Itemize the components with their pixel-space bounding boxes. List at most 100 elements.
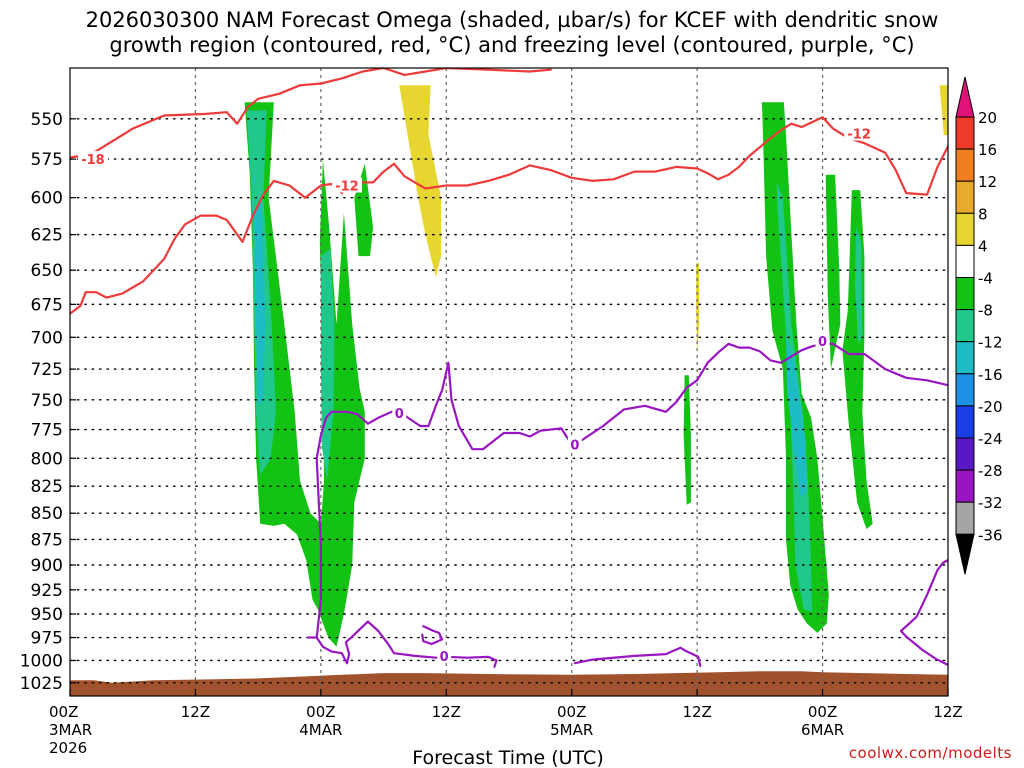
purple-low-left: [315, 620, 498, 668]
red-contour-minus18: [70, 68, 552, 159]
colorbar-bin-9: [955, 373, 975, 407]
y-tick-label-600: 600: [31, 189, 63, 209]
x-tick-label-12-l1: 12Z: [181, 703, 210, 721]
omega-green-band-3: [825, 174, 841, 370]
contour-label-1: -12: [335, 179, 359, 194]
colorbar-label-13: -36: [978, 526, 1003, 544]
omega-cyan-band-2: [786, 337, 807, 498]
colorbar-bin-10: [955, 405, 975, 439]
x-tick-label-72-l1: 00Z: [808, 703, 837, 721]
colorbar-bin-4: [955, 212, 975, 246]
contour-label-0: -18: [81, 153, 105, 168]
y-tick-label-975: 975: [31, 629, 63, 649]
colorbar-bin-8: [955, 341, 975, 375]
y-tick-label-1000: 1000: [20, 651, 63, 671]
colorbar-label-5: -4: [978, 270, 993, 288]
colorbar-label-12: -32: [978, 494, 1003, 512]
colorbar-label-2: 12: [978, 173, 997, 191]
plot-frame: [69, 67, 949, 697]
colorbar-label-11: -28: [978, 462, 1003, 480]
colorbar-bottom-arrow: [955, 533, 975, 575]
y-tick-label-625: 625: [31, 226, 63, 246]
y-tick-label-875: 875: [31, 530, 63, 550]
omega-green-band-4: [842, 190, 873, 530]
y-tick-label-650: 650: [31, 261, 63, 281]
contour-label-2: -12: [847, 128, 871, 143]
contour-label-bg-0: [77, 151, 108, 167]
x-tick-label-0-l3: 2026: [49, 739, 87, 757]
y-tick-label-675: 675: [31, 295, 63, 315]
terrain-surface: [70, 671, 948, 696]
colorbar-label-7: -12: [978, 334, 1003, 352]
colorbar-label-0: 20: [978, 109, 997, 127]
x-tick-label-84-l1: 12Z: [933, 703, 962, 721]
x-tick-label-24-l2: 4MAR: [299, 721, 342, 739]
x-tick-label-0-l1: 00Z: [49, 703, 78, 721]
y-tick-label-850: 850: [31, 504, 63, 524]
contour-label-bg-4: [567, 436, 582, 452]
colorbar-label-9: -20: [978, 398, 1003, 416]
colorbar-label-1: 16: [978, 141, 997, 159]
y-tick-label-800: 800: [31, 449, 63, 469]
colorbar-label-3: 8: [978, 205, 988, 223]
purple-low-mid: [573, 646, 702, 668]
red-contour-minus12-left: [70, 178, 354, 315]
y-tick-label-750: 750: [31, 391, 63, 411]
colorbar-bin-11: [955, 437, 975, 471]
chart-title-line-2: growth region (contoured, red, °C) and f…: [109, 33, 915, 57]
y-tick-label-825: 825: [31, 477, 63, 497]
purple-low-right: [899, 558, 948, 667]
colorbar-label-10: -24: [978, 430, 1003, 448]
colorbar-bin-7: [955, 309, 975, 343]
contour-label-bg-2: [844, 125, 875, 141]
omega-cyan-band-1: [254, 197, 266, 406]
x-axis-title: Forecast Time (UTC): [412, 747, 603, 768]
contour-label-4: 0: [570, 439, 579, 454]
omega-yellow-3: [939, 85, 948, 136]
colorbar-label-4: 4: [978, 237, 988, 255]
contour-label-bg-5: [815, 333, 830, 349]
y-tick-label-700: 700: [31, 328, 63, 348]
y-tick-label-550: 550: [31, 110, 63, 130]
contour-label-bg-1: [331, 177, 362, 193]
y-tick-label-725: 725: [31, 360, 63, 380]
x-tick-label-72-l2: 6MAR: [801, 721, 844, 739]
colorbar-bin-2: [955, 148, 975, 182]
colorbar-bin-12: [955, 469, 975, 503]
purple-small-loop: [421, 625, 444, 646]
omega-yellow-1: [399, 85, 442, 278]
y-tick-label-900: 900: [31, 556, 63, 576]
chart-title-line-1: 2026030300 NAM Forecast Omega (shaded, µ…: [85, 8, 939, 32]
contour-label-bg-3: [392, 405, 407, 421]
contour-label-5: 0: [818, 335, 827, 350]
colorbar-bin-5: [955, 244, 975, 278]
contour-label-bg-6: [437, 647, 452, 663]
omega-teal-band-4: [855, 227, 863, 344]
chart-title: 2026030300 NAM Forecast Omega (shaded, µ…: [0, 8, 1024, 58]
colorbar-top-arrow: [955, 76, 975, 118]
colorbar-label-8: -16: [978, 366, 1003, 384]
colorbar-bin-3: [955, 180, 975, 214]
purple-freezing-level: [307, 342, 948, 639]
red-contour-minus12-mid: [351, 116, 948, 196]
x-tick-label-60-l1: 12Z: [682, 703, 711, 721]
colorbar-label-6: -8: [978, 302, 993, 320]
colorbar-bin-13: [955, 501, 975, 535]
x-tick-label-0-l2: 3MAR: [49, 721, 92, 739]
contour-label-6: 0: [440, 650, 449, 665]
x-tick-label-48-l1: 00Z: [557, 703, 586, 721]
x-tick-label-24-l1: 00Z: [306, 703, 335, 721]
site-credit[interactable]: coolwx.com/modelts: [848, 744, 1012, 762]
y-tick-label-950: 950: [31, 605, 63, 625]
omega-green-sliver: [683, 375, 691, 505]
x-tick-label-48-l2: 5MAR: [550, 721, 593, 739]
x-tick-label-36-l1: 12Z: [432, 703, 461, 721]
y-tick-label-575: 575: [31, 150, 63, 170]
y-tick-label-1025: 1025: [20, 674, 63, 694]
y-tick-label-925: 925: [31, 581, 63, 601]
colorbar-bin-6: [955, 277, 975, 311]
y-tick-label-775: 775: [31, 421, 63, 441]
omega-green-band-1: [244, 102, 365, 647]
contour-label-3: 0: [395, 407, 404, 422]
